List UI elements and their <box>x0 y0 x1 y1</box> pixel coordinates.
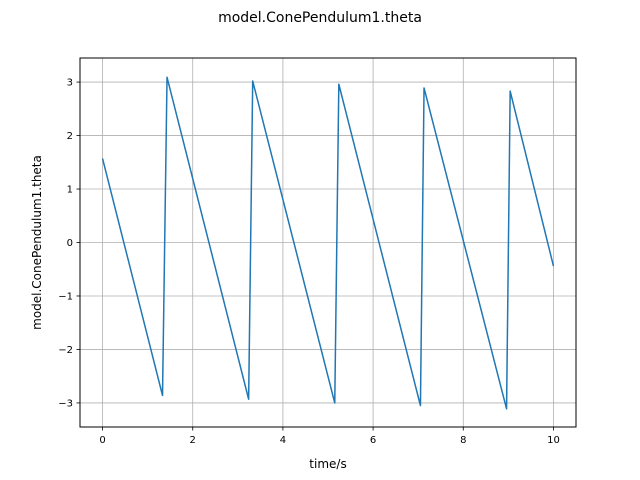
x-axis-ticks: 0 2 4 6 8 10 <box>99 427 560 446</box>
y-tick-label: −2 <box>58 345 73 356</box>
grid-lines <box>80 58 576 427</box>
y-tick-label: −3 <box>58 398 73 409</box>
x-tick-label: 10 <box>547 435 560 446</box>
x-axis-label: time/s <box>309 457 346 471</box>
x-tick-label: 2 <box>190 435 196 446</box>
series-line <box>101 76 555 410</box>
y-axis-ticks: −3 −2 −1 0 1 2 3 <box>58 78 80 409</box>
series-layer <box>101 76 555 410</box>
x-tick-label: 8 <box>460 435 466 446</box>
x-tick-label: 0 <box>99 435 105 446</box>
y-tick-label: 2 <box>67 131 73 142</box>
x-tick-label: 4 <box>280 435 286 446</box>
y-tick-label: 1 <box>67 185 73 196</box>
y-tick-label: 0 <box>67 238 73 249</box>
x-tick-label: 6 <box>370 435 376 446</box>
y-tick-label: 3 <box>67 78 73 89</box>
chart-title: model.ConePendulum1.theta <box>218 10 422 26</box>
y-axis-label: model.ConePendulum1.theta <box>30 155 44 330</box>
y-tick-label: −1 <box>58 291 73 302</box>
